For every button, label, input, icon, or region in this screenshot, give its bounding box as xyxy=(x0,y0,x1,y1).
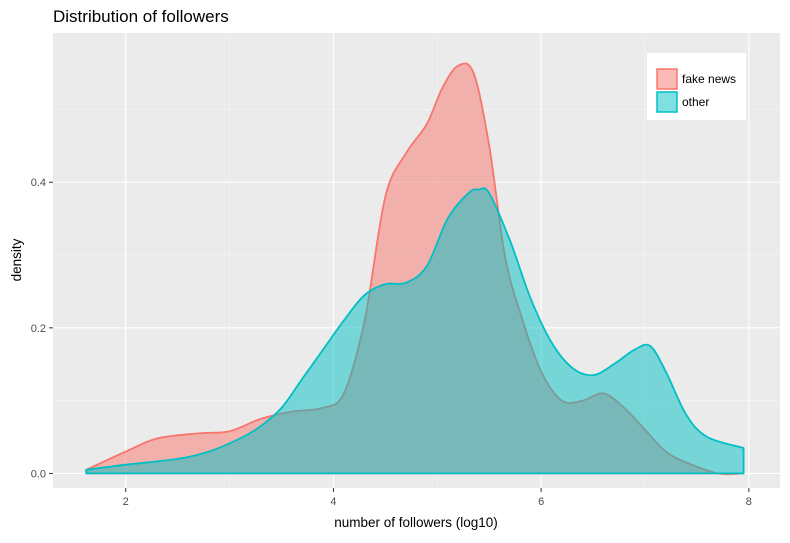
y-tick-label: 0.4 xyxy=(31,177,46,189)
x-axis-title: number of followers (log10) xyxy=(334,515,498,530)
x-tick-label: 8 xyxy=(746,496,752,508)
legend-key-other xyxy=(656,91,678,113)
density-areas xyxy=(85,62,745,476)
density-area-other xyxy=(85,187,745,475)
legend-key-fake-news xyxy=(656,68,678,90)
legend: fake news other xyxy=(647,53,746,120)
y-tick-label: 0.0 xyxy=(31,468,46,480)
x-tick-label: 4 xyxy=(330,496,336,508)
y-axis-title: density xyxy=(9,238,24,281)
axes: 2 4 6 8 0.0 0.2 0.4 xyxy=(31,177,752,508)
y-tick-label: 0.2 xyxy=(31,323,46,335)
x-tick-label: 2 xyxy=(123,496,129,508)
chart-title: Distribution of followers xyxy=(53,7,229,26)
legend-label-other: other xyxy=(682,95,709,109)
legend-label-fake-news: fake news xyxy=(682,72,736,86)
x-tick-label: 6 xyxy=(538,496,544,508)
